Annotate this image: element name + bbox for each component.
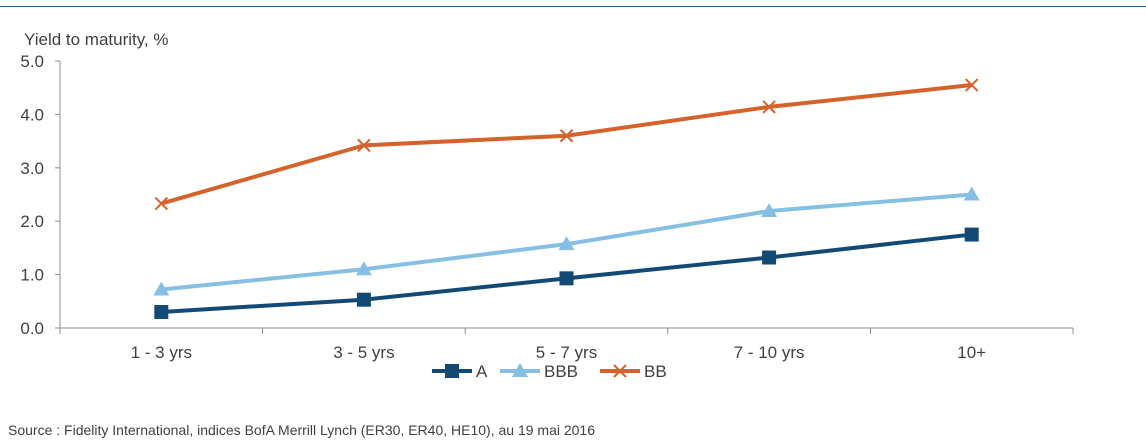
- legend-label-bb: BB: [644, 362, 667, 381]
- legend-marker-bbb: [512, 363, 528, 377]
- legend: A BBB BB: [432, 362, 667, 381]
- x-tick-label: 1 - 3 yrs: [131, 343, 192, 362]
- legend-item-bbb: BBB: [500, 362, 578, 381]
- legend-label-a: A: [476, 362, 488, 381]
- data-point-bbb: [963, 186, 980, 201]
- series-line-bb: [160, 83, 972, 206]
- data-point-bb: [964, 78, 979, 92]
- legend-item-a: A: [432, 362, 488, 381]
- legend-marker-a: [445, 364, 459, 378]
- x-tick-label: 5 - 7 yrs: [536, 343, 597, 362]
- y-tick-label: 1.0: [20, 266, 44, 285]
- series-layer: [153, 78, 980, 319]
- y-tick-label: 5.0: [20, 52, 44, 71]
- data-point-bbb: [558, 236, 575, 251]
- tick-labels: 0.0 1.0 2.0 3.0 4.0 5.0 1 - 3 yrs 3 - 5 yrs 5 - …: [20, 52, 986, 362]
- source-note: Source : Fidelity International, indices…: [8, 422, 595, 438]
- data-point-a: [154, 304, 169, 319]
- data-point-a: [964, 227, 979, 242]
- data-point-bb: [357, 138, 371, 153]
- data-point-bbb: [153, 281, 170, 296]
- y-tick-label: 4.0: [20, 105, 44, 124]
- data-point-bb: [762, 100, 776, 114]
- data-point-bb: [154, 196, 169, 211]
- y-tick-label: 2.0: [20, 212, 44, 231]
- y-tick-label: 3.0: [20, 159, 44, 178]
- x-tick-label: 10+: [957, 343, 986, 362]
- y-axis-title: Yield to maturity, %: [24, 30, 169, 49]
- y-tick-label: 0.0: [20, 319, 44, 338]
- legend-label-bbb: BBB: [544, 362, 578, 381]
- data-point-bb: [559, 129, 574, 143]
- data-point-a: [356, 292, 371, 307]
- x-tick-label: 3 - 5 yrs: [333, 343, 394, 362]
- x-tick-label: 7 - 10 yrs: [734, 343, 805, 362]
- legend-marker-bb: [613, 364, 627, 378]
- axes: [55, 60, 1074, 334]
- top-rule: [0, 6, 1146, 7]
- legend-item-bb: BB: [600, 362, 667, 381]
- data-point-bbb: [761, 203, 778, 218]
- data-point-bbb: [355, 261, 372, 276]
- data-point-a: [762, 250, 777, 265]
- data-point-a: [559, 271, 574, 286]
